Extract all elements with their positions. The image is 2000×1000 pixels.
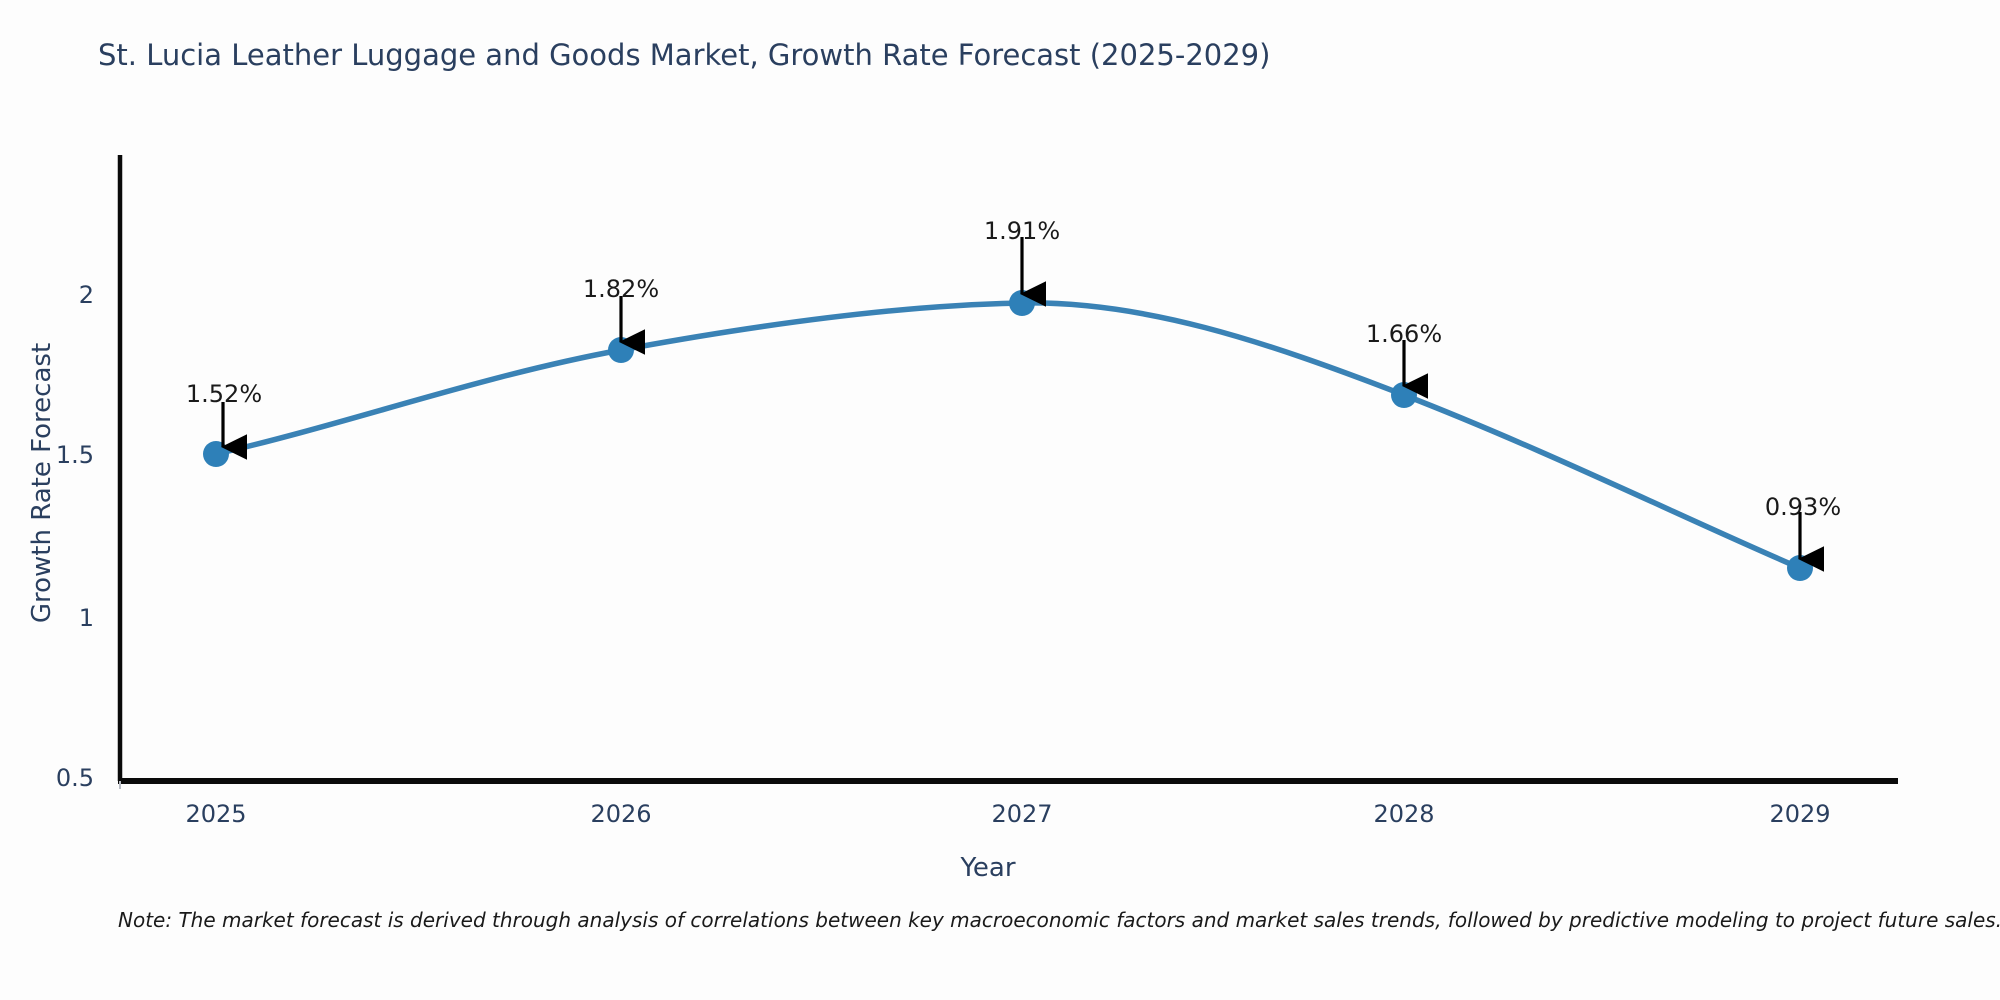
data-label-2025: 1.52% [185,380,263,408]
data-label-2026: 1.82% [582,275,660,303]
x-tick-label-2026: 2026 [590,800,652,828]
x-axis-title-text: Year [960,853,1016,883]
x-tick-label-2028: 2028 [1373,800,1435,828]
x-tick-label-2025: 2025 [185,800,247,828]
data-label-2027: 1.91% [983,217,1061,245]
chart-title: St. Lucia Leather Luggage and Goods Mark… [98,38,1271,72]
y-tick-label-0.5: 0.5 [55,764,94,792]
y-tick-label-2: 2 [78,281,94,309]
x-axis-title: Year [0,853,2000,883]
data-point-2025[interactable] [203,441,229,467]
forecast-line [213,300,1803,571]
chart-note: Note: The market forecast is derived thr… [118,908,2000,932]
data-label-2028: 1.66% [1365,320,1443,348]
x-tick-label-2029: 2029 [1769,800,1831,828]
data-label-2029: 0.93% [1764,493,1842,521]
y-tick-label-1: 1 [78,604,94,632]
y-tick-label-1.5: 1.5 [55,441,94,469]
x-tick-label-2027: 2027 [991,800,1053,828]
